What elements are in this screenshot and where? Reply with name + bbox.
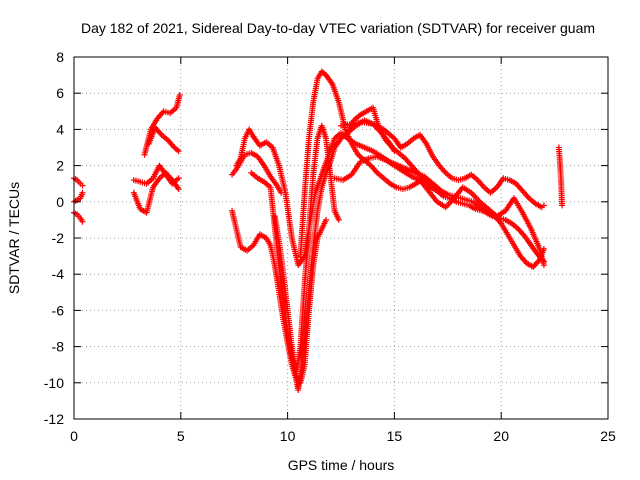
data-point — [559, 202, 566, 209]
data-point — [176, 92, 183, 99]
series-s3 — [71, 209, 86, 225]
data-point — [391, 148, 398, 155]
data-point — [175, 148, 182, 155]
series-s8 — [229, 149, 285, 196]
series-s14 — [331, 153, 547, 269]
y-tick-label: 0 — [56, 194, 64, 210]
y-tick-label: -12 — [44, 411, 64, 427]
y-tick-label: 2 — [56, 158, 64, 174]
series-s13 — [297, 68, 547, 265]
data-point — [335, 216, 342, 223]
series-s6 — [141, 92, 183, 158]
tick-labels: 0 5 10 15 20 25 -12 -10 -8 -6 -4 -2 0 2 4 6 8 — [44, 49, 616, 444]
data-points — [71, 68, 566, 394]
grid-lines — [74, 57, 608, 419]
x-tick-label: 10 — [280, 428, 296, 444]
data-point — [175, 175, 182, 182]
y-tick-label: -8 — [52, 339, 65, 355]
y-tick-label: 4 — [56, 121, 64, 137]
data-point — [323, 216, 330, 223]
data-point — [79, 182, 86, 189]
data-point — [175, 186, 182, 193]
data-point — [79, 189, 86, 196]
series-s9 — [233, 126, 445, 269]
data-point — [540, 262, 547, 269]
series-s2 — [71, 189, 86, 205]
x-tick-label: 15 — [387, 428, 403, 444]
y-tick-label: 6 — [56, 85, 64, 101]
series-s12 — [271, 213, 330, 386]
series-s7 — [145, 124, 182, 155]
x-tick-label: 25 — [600, 428, 616, 444]
y-tick-label: -10 — [44, 375, 64, 391]
series-s5 — [130, 162, 182, 187]
y-tick-label: -2 — [52, 230, 65, 246]
series-s1 — [71, 175, 86, 189]
chart-title: Day 182 of 2021, Sidereal Day-to-day VTE… — [81, 20, 595, 36]
data-point — [79, 218, 86, 225]
x-tick-label: 20 — [493, 428, 509, 444]
data-point — [540, 202, 547, 209]
series-s16 — [344, 117, 398, 155]
x-tick-label: 0 — [70, 428, 78, 444]
series-s17 — [555, 144, 566, 209]
y-tick-label: 8 — [56, 49, 64, 65]
y-axis-title: SDTVAR / TECUs — [6, 182, 22, 294]
y-tick-label: -6 — [52, 302, 65, 318]
x-tick-label: 5 — [177, 428, 185, 444]
axis-ticks — [73, 56, 609, 420]
x-axis-title: GPS time / hours — [288, 457, 395, 473]
y-tick-label: -4 — [52, 266, 65, 282]
